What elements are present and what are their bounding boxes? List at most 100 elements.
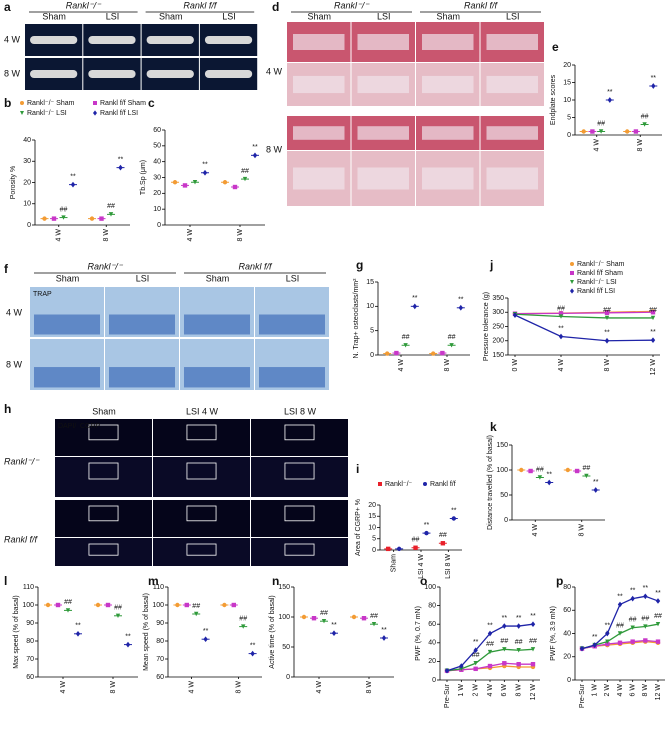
significance: ## (64, 599, 72, 606)
micrograph (55, 457, 152, 497)
roi (186, 462, 217, 480)
significance: ## (370, 613, 378, 620)
group-label: Rankl⁻/⁻ (87, 261, 123, 271)
y-tick-label: 0 (372, 547, 376, 554)
x-tick-label: 8 W (604, 359, 611, 372)
y-tick-label: 0 (157, 222, 161, 229)
marker (516, 623, 521, 629)
marker (125, 641, 131, 648)
y-tick-label: 5 (567, 114, 571, 121)
legend-marker (93, 110, 97, 116)
significance: ## (486, 641, 494, 648)
marker (202, 169, 208, 176)
marker (386, 546, 391, 552)
marker (311, 616, 317, 621)
legend-label: Rankl⁻/⁻ LSI (577, 279, 617, 286)
marker (250, 650, 255, 657)
x-tick-label: LSI 8 W (445, 554, 452, 579)
y-tick-label: 80 (428, 602, 436, 609)
significance: ** (451, 507, 457, 514)
legend-label: Rankl⁻/⁻ (385, 481, 413, 488)
marker (99, 216, 104, 221)
significance: ## (239, 615, 247, 622)
significance: ## (597, 120, 605, 127)
marker (118, 164, 123, 171)
marker (604, 337, 610, 344)
tissue (357, 34, 409, 50)
marker (605, 641, 610, 647)
marker (241, 624, 246, 629)
significance: ** (530, 613, 536, 620)
micrograph (251, 538, 348, 566)
marker (598, 129, 604, 134)
marker (75, 630, 81, 637)
column-label: LSI (286, 273, 300, 283)
row-label: Rankl⁻/⁻ (4, 456, 40, 466)
significance: ## (500, 638, 508, 645)
significance: ## (603, 307, 611, 314)
marker (581, 129, 586, 134)
legend-marker (423, 482, 427, 486)
significance: ## (241, 168, 249, 175)
roi (186, 424, 217, 441)
marker (115, 613, 121, 618)
significance: ## (192, 603, 200, 610)
marker (184, 602, 189, 608)
legend-label: Rankl⁻/⁻ LSI (27, 110, 67, 117)
y-tick-label: 10 (563, 97, 571, 104)
tissue (422, 75, 474, 94)
roi (88, 462, 119, 480)
x-tick-label: 4 W (316, 681, 323, 694)
marker (222, 180, 228, 185)
significance: ** (381, 627, 387, 634)
micrograph (153, 500, 250, 537)
marker (95, 602, 101, 608)
column-label: Sham (436, 11, 460, 21)
significance: ## (60, 206, 68, 213)
marker (650, 315, 656, 321)
panel-label: c (148, 96, 155, 110)
significance: ** (331, 622, 337, 629)
marker (440, 541, 446, 546)
x-tick-label: 8 W (579, 524, 586, 537)
tissue (184, 314, 250, 335)
significance: ## (515, 639, 523, 646)
legend-label: Rankl f/f Sham (577, 270, 623, 277)
panel-label: l (4, 574, 7, 588)
significance: ** (546, 471, 552, 478)
marker (192, 180, 198, 185)
bone (146, 36, 194, 44)
marker (530, 647, 536, 652)
group-label: Rankl f/f (464, 0, 499, 10)
significance: ** (630, 587, 636, 594)
tissue (486, 167, 538, 190)
marker (70, 181, 76, 188)
panel-label: i (356, 462, 359, 476)
y-tick-label: 20 (368, 502, 376, 509)
bone (30, 70, 78, 78)
x-tick-label: 4 W (594, 139, 601, 152)
x-tick-label: 8 W (444, 359, 451, 372)
y-tick-label: 60 (563, 607, 571, 614)
marker (473, 666, 478, 672)
x-tick-label: 4 W (398, 359, 405, 372)
x-tick-label: 0 W (512, 359, 519, 372)
y-axis-label: N. Trap+ osteoclasts/mm² (353, 278, 360, 359)
y-tick-label: 5 (372, 536, 376, 543)
y-tick-label: 110 (153, 584, 164, 591)
tissue (184, 367, 250, 388)
marker (604, 315, 610, 321)
marker (424, 530, 429, 536)
marker (301, 614, 307, 620)
marker (252, 152, 258, 159)
significance: ** (458, 297, 464, 304)
marker (643, 638, 648, 643)
y-tick-label: 200 (492, 338, 504, 345)
significance: ** (516, 615, 522, 622)
significance: ** (487, 622, 493, 629)
significance: ** (118, 156, 124, 163)
y-tick-label: 80 (26, 638, 34, 645)
y-tick-label: 0 (432, 677, 436, 684)
micrograph (153, 457, 250, 497)
legend-label: Rankl⁻/⁻ Sham (577, 261, 625, 268)
